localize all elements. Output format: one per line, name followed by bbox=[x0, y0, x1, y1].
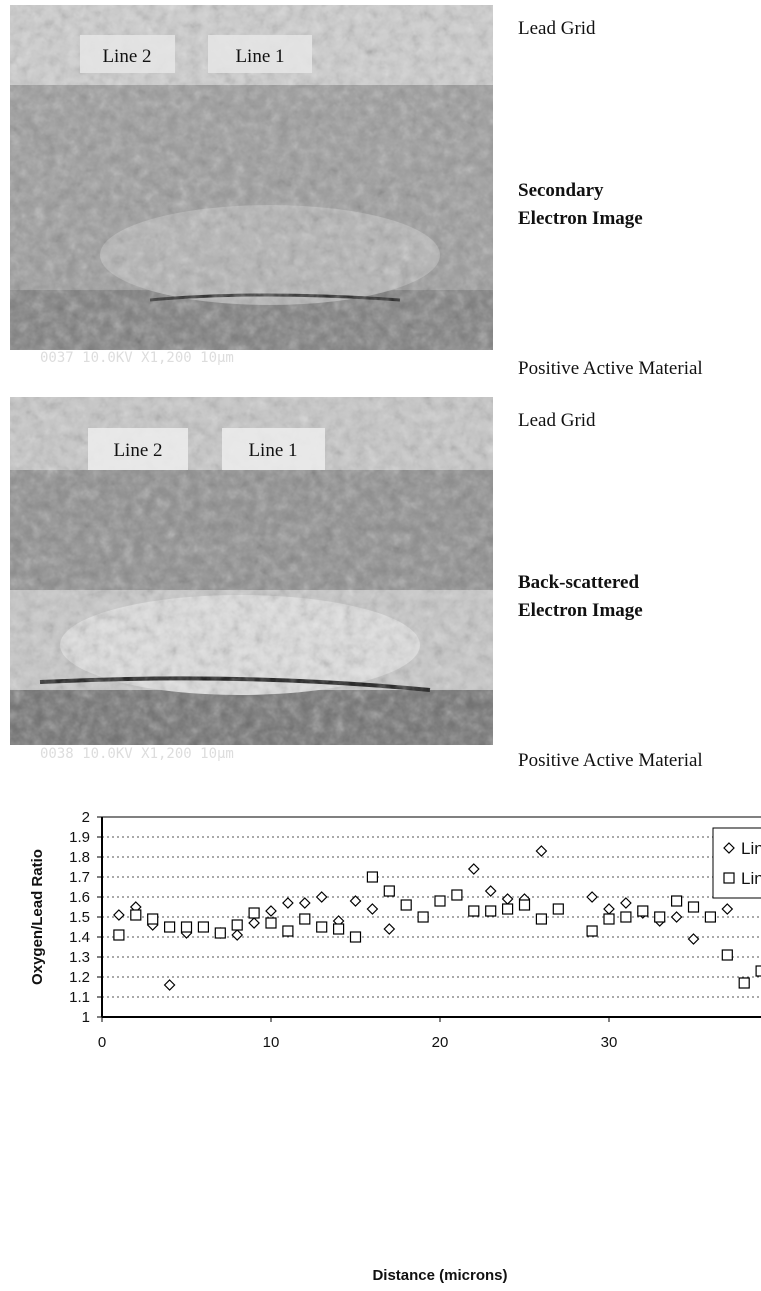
y-tick-label: 1.3 bbox=[69, 949, 90, 966]
point bbox=[367, 872, 377, 882]
x-axis-label: Distance (microns) bbox=[372, 1267, 507, 1284]
figure: Line 2 Line 1 0037 10.0KV X1,200 10µm Le… bbox=[0, 0, 761, 1291]
x-tick-label: 20 bbox=[432, 1034, 449, 1051]
point bbox=[520, 900, 530, 910]
point bbox=[587, 892, 597, 902]
point bbox=[198, 922, 208, 932]
point bbox=[148, 914, 158, 924]
y-tick-label: 1.6 bbox=[69, 889, 90, 906]
point bbox=[672, 912, 682, 922]
point bbox=[739, 978, 749, 988]
panel-title: Back-scattered bbox=[518, 572, 639, 593]
legend-label: Line 1 bbox=[741, 839, 761, 858]
point bbox=[249, 918, 259, 928]
point bbox=[486, 886, 496, 896]
legend-label: Line 2 bbox=[741, 869, 761, 888]
panel-title: Electron Image bbox=[518, 600, 643, 621]
point bbox=[621, 912, 631, 922]
point bbox=[705, 912, 715, 922]
point bbox=[536, 914, 546, 924]
point bbox=[756, 966, 761, 976]
point bbox=[317, 922, 327, 932]
point bbox=[536, 846, 546, 856]
point bbox=[232, 930, 242, 940]
x-tick-label: 30 bbox=[601, 1034, 618, 1051]
point bbox=[587, 926, 597, 936]
point bbox=[553, 904, 563, 914]
point bbox=[689, 934, 699, 944]
point bbox=[722, 904, 732, 914]
point bbox=[182, 922, 192, 932]
y-tick-label: 2 bbox=[82, 809, 90, 826]
point bbox=[469, 864, 479, 874]
x-tick-label: 10 bbox=[263, 1034, 280, 1051]
point bbox=[452, 890, 462, 900]
y-tick-label: 1.4 bbox=[69, 929, 90, 946]
top-label: Lead Grid bbox=[518, 410, 596, 431]
point bbox=[351, 932, 361, 942]
top-label: Lead Grid bbox=[518, 18, 596, 39]
y-tick-label: 1.2 bbox=[69, 969, 90, 986]
point bbox=[367, 904, 377, 914]
point bbox=[486, 906, 496, 916]
image-label: Line 2 bbox=[102, 46, 151, 67]
point bbox=[384, 886, 394, 896]
point bbox=[165, 922, 175, 932]
point bbox=[689, 902, 699, 912]
point bbox=[638, 906, 648, 916]
point bbox=[300, 898, 310, 908]
page: Line 2 Line 1 0037 10.0KV X1,200 10µm Le… bbox=[0, 0, 761, 1291]
x-tick-label: 0 bbox=[98, 1034, 106, 1051]
point bbox=[283, 898, 293, 908]
bottom-label: Positive Active Material bbox=[518, 358, 703, 379]
point bbox=[114, 910, 124, 920]
point bbox=[384, 924, 394, 934]
point bbox=[131, 910, 141, 920]
point bbox=[604, 904, 614, 914]
micrograph-info: 0038 10.0KV X1,200 10µm bbox=[40, 746, 234, 762]
y-tick-label: 1.1 bbox=[69, 989, 90, 1006]
point bbox=[435, 896, 445, 906]
point bbox=[215, 928, 225, 938]
image-label: Line 1 bbox=[235, 46, 284, 67]
point bbox=[469, 906, 479, 916]
point bbox=[503, 894, 513, 904]
point bbox=[418, 912, 428, 922]
point bbox=[401, 900, 411, 910]
point bbox=[266, 918, 276, 928]
point bbox=[317, 892, 327, 902]
point bbox=[672, 896, 682, 906]
point bbox=[266, 906, 276, 916]
point bbox=[249, 908, 259, 918]
y-axis-label: Oxygen/Lead Ratio bbox=[29, 849, 46, 985]
y-tick-label: 1.7 bbox=[69, 869, 90, 886]
micrograph-info: 0037 10.0KV X1,200 10µm bbox=[40, 350, 234, 366]
point bbox=[503, 904, 513, 914]
point bbox=[300, 914, 310, 924]
legend-marker bbox=[724, 873, 734, 883]
y-tick-label: 1.9 bbox=[69, 829, 90, 846]
bottom-label: Positive Active Material bbox=[518, 750, 703, 771]
point bbox=[283, 926, 293, 936]
point bbox=[165, 980, 175, 990]
y-tick-label: 1.5 bbox=[69, 909, 90, 926]
y-tick-label: 1.8 bbox=[69, 849, 90, 866]
point bbox=[604, 914, 614, 924]
point bbox=[232, 920, 242, 930]
y-tick-label: 1 bbox=[82, 1009, 90, 1026]
image-label: Line 2 bbox=[113, 440, 162, 461]
point bbox=[114, 930, 124, 940]
point bbox=[655, 912, 665, 922]
panel-title: Electron Image bbox=[518, 208, 643, 229]
point bbox=[334, 924, 344, 934]
point bbox=[722, 950, 732, 960]
point bbox=[621, 898, 631, 908]
panel-title: Secondary bbox=[518, 180, 604, 201]
image-label: Line 1 bbox=[248, 440, 297, 461]
